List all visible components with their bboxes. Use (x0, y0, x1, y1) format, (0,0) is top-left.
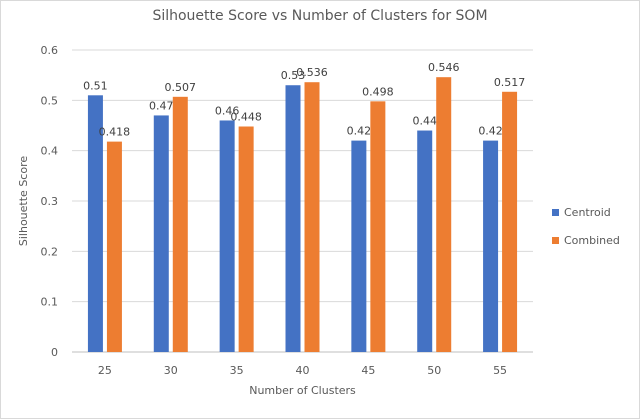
y-tick-label: 0.1 (41, 296, 59, 309)
x-tick-label: 35 (230, 364, 244, 377)
bar-combined (238, 126, 254, 352)
legend-label-combined: Combined (564, 233, 620, 247)
legend-swatch-centroid (552, 208, 559, 216)
legend-item-centroid: Centroid (552, 205, 620, 219)
bar-centroid (285, 85, 301, 352)
legend-label-centroid: Centroid (564, 205, 611, 219)
bar-combined (502, 91, 518, 352)
bar-centroid (351, 140, 367, 352)
x-tick-label: 45 (361, 364, 375, 377)
y-tick-label: 0.2 (41, 245, 59, 258)
x-tick-label: 50 (427, 364, 441, 377)
data-label-combined: 0.507 (165, 81, 197, 94)
y-tick-label: 0.6 (41, 44, 59, 57)
y-tick-label: 0 (51, 346, 58, 359)
y-tick-label: 0.5 (41, 94, 59, 107)
data-label-combined: 0.517 (494, 76, 526, 89)
data-label-centroid: 0.42 (478, 125, 503, 138)
data-label-combined: 0.418 (99, 126, 131, 139)
data-label-combined: 0.536 (296, 66, 328, 79)
data-label-centroid: 0.47 (149, 99, 174, 112)
bar-combined (370, 101, 386, 352)
bar-combined (304, 82, 320, 353)
bar-centroid (153, 115, 169, 352)
data-label-centroid: 0.51 (83, 79, 108, 92)
legend-swatch-combined (552, 236, 559, 244)
data-label-combined: 0.448 (230, 111, 262, 124)
data-label-centroid: 0.42 (347, 125, 372, 138)
bar-combined (106, 141, 122, 352)
bar-centroid (417, 130, 433, 352)
bar-centroid (483, 140, 499, 352)
data-label-combined: 0.546 (428, 61, 460, 74)
bar-combined (436, 77, 452, 353)
y-axis-title: Silhouette Score (17, 156, 30, 246)
x-tick-label: 55 (493, 364, 507, 377)
bar-centroid (87, 95, 103, 353)
x-axis-title: Number of Clusters (249, 384, 356, 397)
x-tick-label: 25 (98, 364, 112, 377)
x-tick-label: 40 (296, 364, 310, 377)
bar-centroid (219, 120, 235, 352)
data-label-combined: 0.498 (362, 85, 394, 98)
legend: Centroid Combined (552, 205, 620, 261)
y-tick-label: 0.4 (41, 145, 59, 158)
chart-title: Silhouette Score vs Number of Clusters f… (152, 8, 488, 24)
data-label-centroid: 0.46 (215, 104, 240, 117)
data-label-centroid: 0.44 (412, 115, 437, 128)
x-tick-label: 30 (164, 364, 178, 377)
data-label-centroid: 0.53 (281, 69, 306, 82)
legend-item-combined: Combined (552, 233, 620, 247)
y-tick-label: 0.3 (41, 195, 59, 208)
bar-combined (172, 96, 188, 352)
